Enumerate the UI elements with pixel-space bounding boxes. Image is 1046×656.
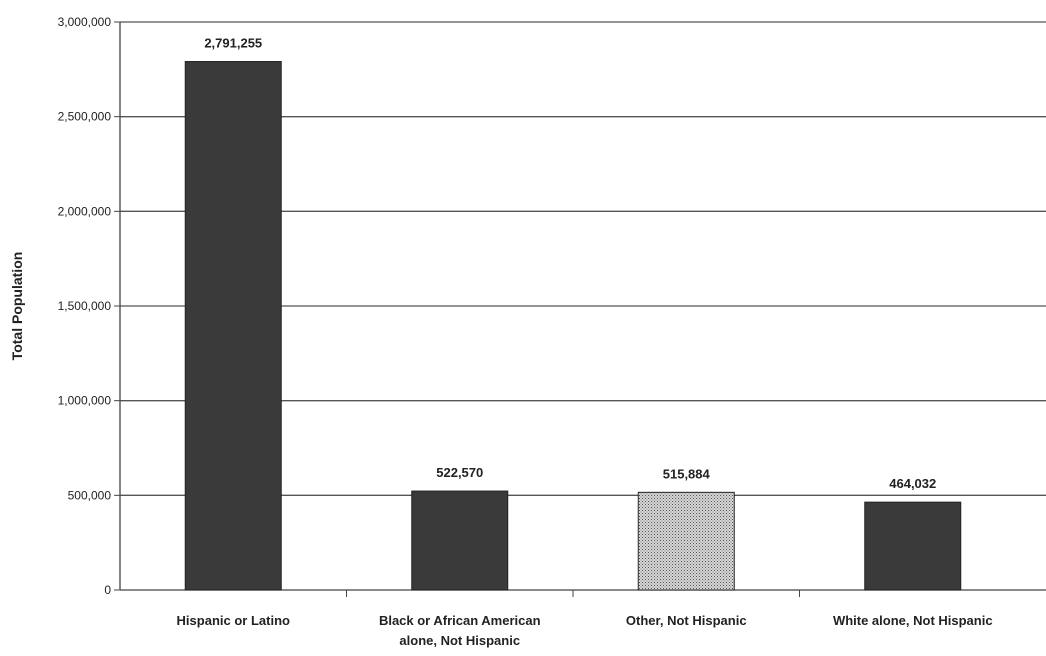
y-axis-label: Total Population: [9, 252, 25, 361]
bar: [864, 501, 962, 591]
y-tick-label: 3,000,000: [58, 15, 112, 29]
y-axis: 0 500,000 1,000,000 1,500,000 2,000,000 2,500…: [58, 15, 121, 597]
bars: [184, 61, 962, 591]
bar: [637, 491, 735, 591]
y-tick-label: 1,000,000: [58, 394, 112, 408]
x-axis: Hispanic or Latino Black or African Ameri…: [120, 589, 1046, 648]
data-label: 522,570: [436, 465, 483, 480]
y-tick-label: 2,000,000: [58, 204, 112, 218]
data-labels: 2,791,255 522,570 515,884 464,032: [204, 36, 936, 492]
data-label: 515,884: [663, 466, 711, 481]
category-label: Hispanic or Latino: [177, 613, 290, 628]
category-label: White alone, Not Hispanic: [833, 613, 993, 628]
category-label: Other, Not Hispanic: [626, 613, 747, 628]
bar: [184, 61, 282, 591]
category-label: alone, Not Hispanic: [399, 633, 520, 648]
bar: [411, 490, 509, 591]
data-label: 2,791,255: [204, 36, 262, 51]
y-tick-label: 0: [104, 583, 111, 597]
y-tick-label: 500,000: [68, 488, 112, 502]
y-tick-label: 1,500,000: [58, 299, 112, 313]
category-label: Black or African American: [379, 613, 541, 628]
data-label: 464,032: [889, 476, 936, 491]
y-tick-label: 2,500,000: [58, 110, 112, 124]
